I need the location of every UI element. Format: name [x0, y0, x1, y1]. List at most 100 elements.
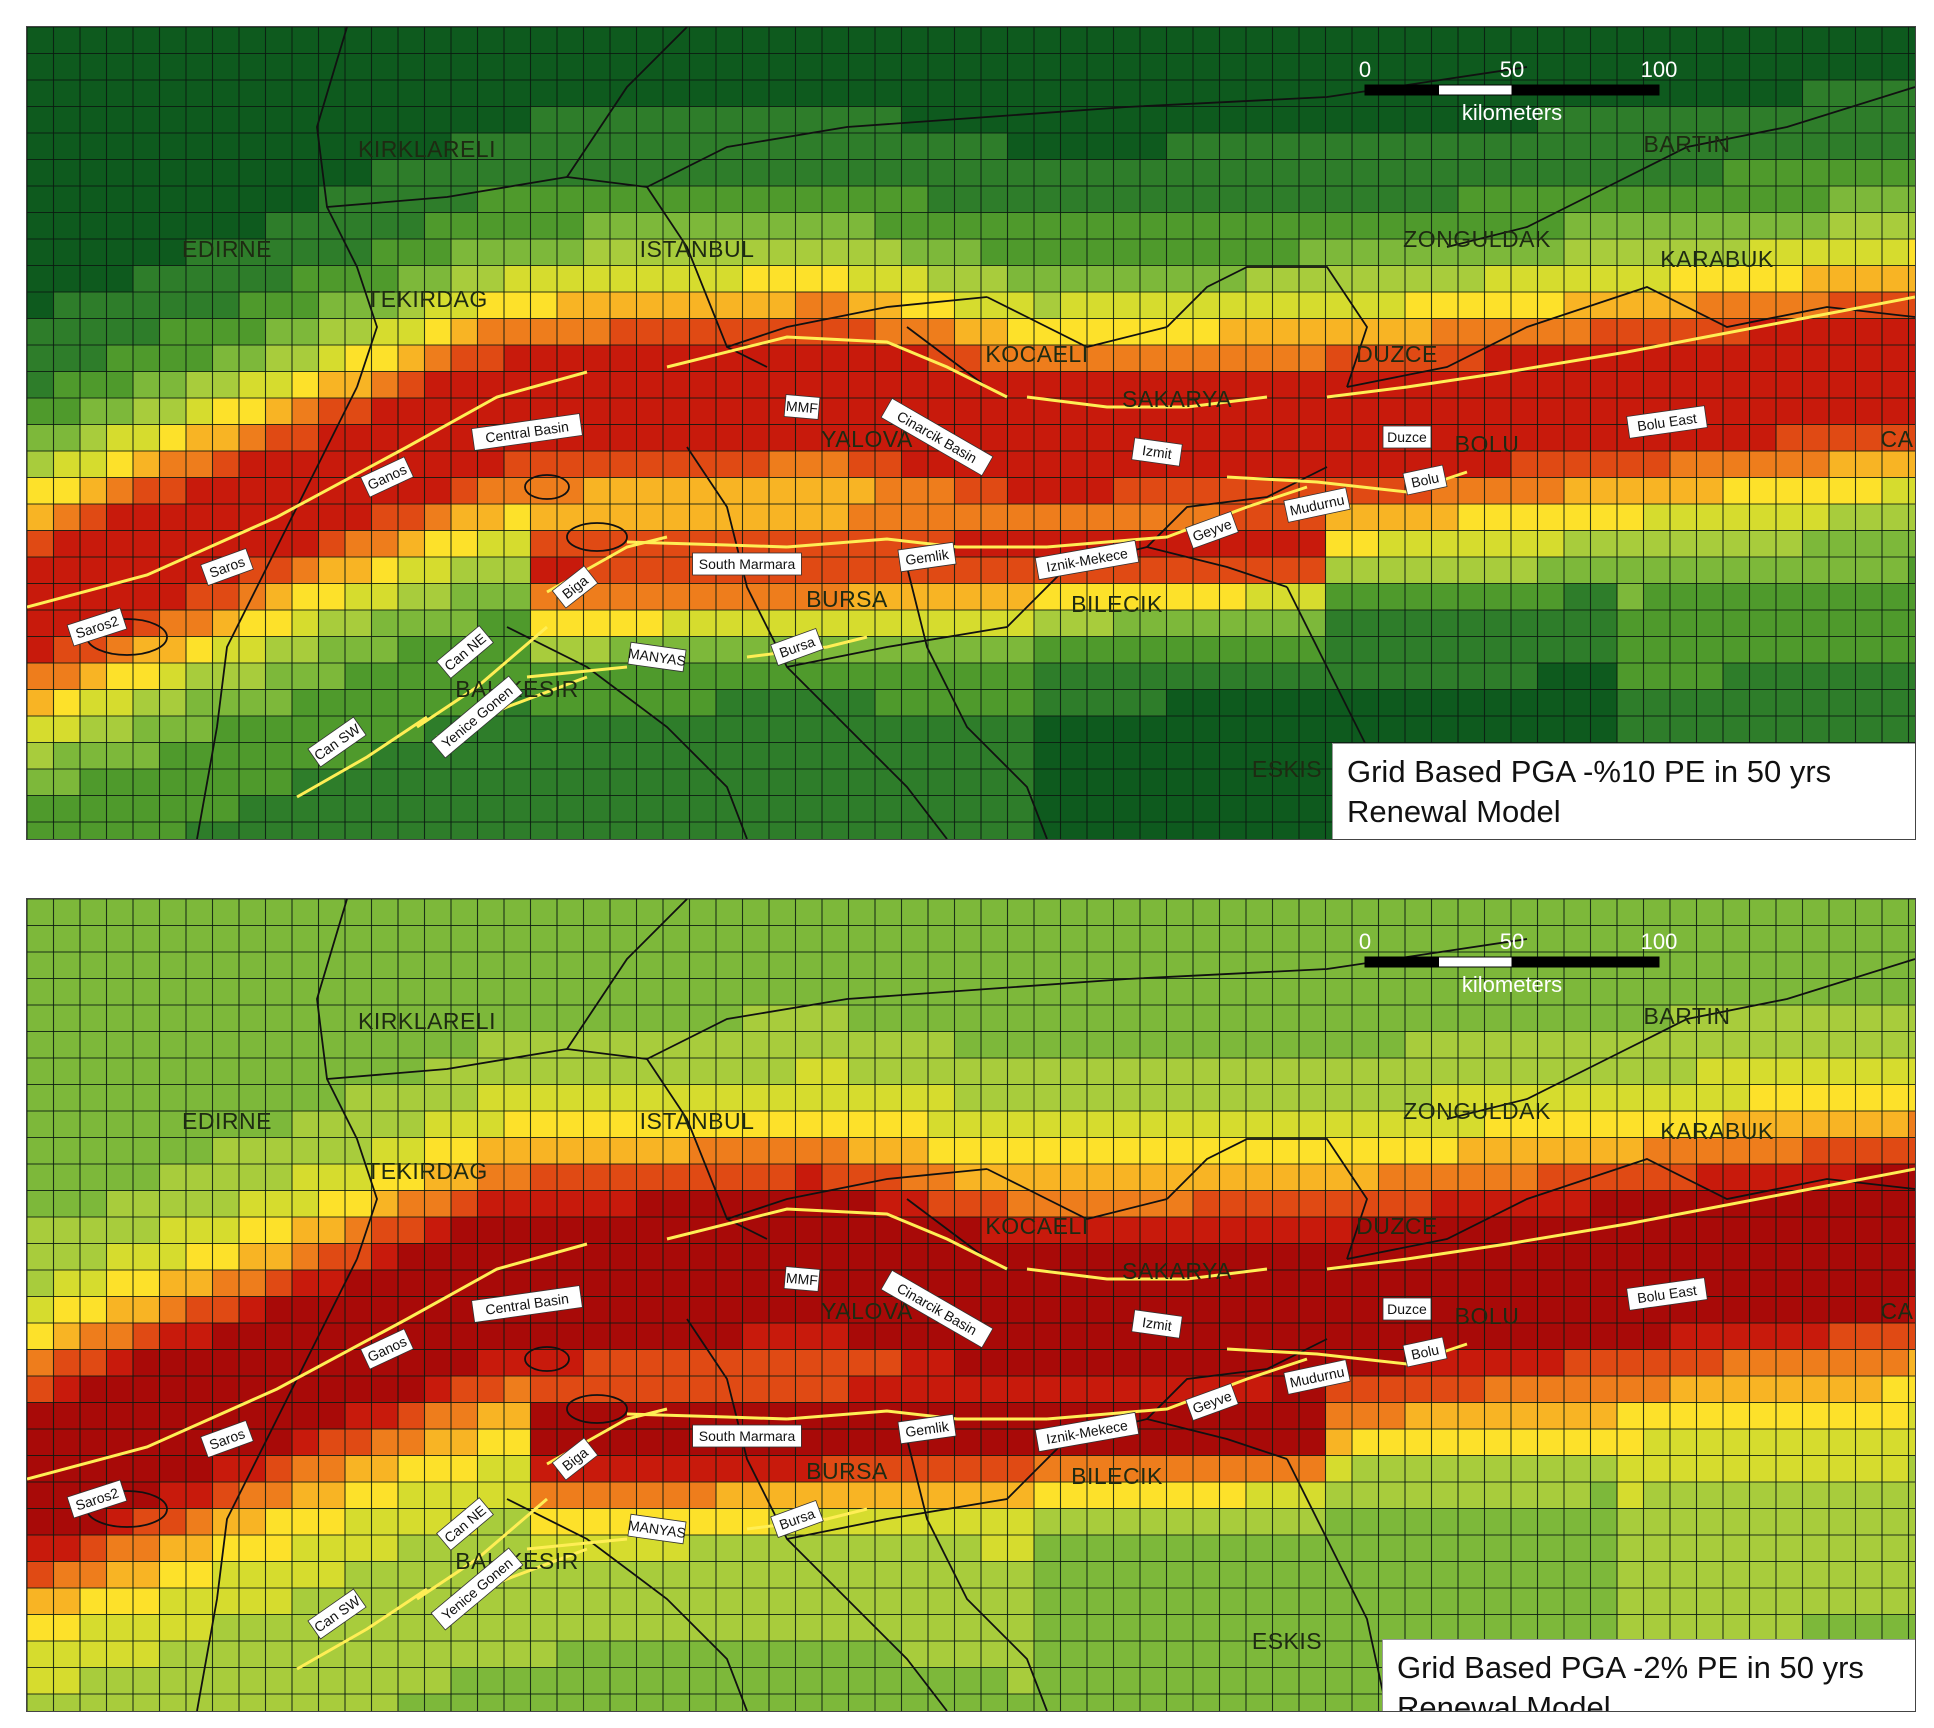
hazard-cell — [848, 1349, 876, 1377]
hazard-cell — [1643, 1482, 1671, 1509]
hazard-cell — [1670, 1455, 1697, 1483]
hazard-cell — [53, 1535, 81, 1562]
scale-segment — [1511, 84, 1660, 96]
hazard-cell — [239, 265, 266, 293]
hazard-cell — [663, 424, 690, 452]
hazard-cell — [1246, 1296, 1273, 1324]
hazard-cell — [1537, 1323, 1565, 1350]
hazard-cell — [583, 1482, 611, 1509]
hazard-cell — [265, 1614, 293, 1642]
hazard-cell — [1431, 1402, 1459, 1430]
hazard-cell — [1458, 292, 1485, 319]
hazard-cell — [27, 186, 54, 213]
hazard-cell — [583, 504, 611, 531]
hazard-cell — [981, 1270, 1008, 1297]
hazard-cell — [1034, 899, 1061, 926]
hazard-cell — [106, 345, 134, 372]
hazard-cell — [1590, 398, 1618, 425]
hazard-cell — [928, 1667, 955, 1695]
hazard-cell — [583, 610, 611, 637]
hazard-cell — [636, 424, 664, 452]
hazard-cell — [371, 769, 399, 796]
province-boundary — [196, 1258, 358, 1711]
hazard-cell — [292, 424, 319, 452]
hazard-cell — [371, 1376, 399, 1403]
hazard-cell — [265, 159, 293, 187]
hazard-cell — [1272, 212, 1300, 240]
hazard-cell — [53, 557, 81, 584]
hazard-cell — [1696, 1402, 1724, 1430]
hazard-cell — [371, 371, 399, 399]
hazard-cell — [901, 371, 929, 399]
hazard-cell — [424, 1323, 452, 1350]
hazard-cell — [1696, 1296, 1724, 1324]
hazard-cell — [292, 530, 319, 558]
hazard-cell — [928, 1084, 955, 1112]
hazard-cell — [1749, 1455, 1777, 1483]
hazard-cell — [1272, 1243, 1300, 1271]
hazard-cell — [742, 239, 770, 266]
legend-title: Grid Based PGA -%10 PE in 50 yrs — [1347, 754, 1832, 789]
hazard-cell — [583, 318, 611, 346]
hazard-cell — [689, 80, 717, 107]
hazard-cell — [27, 106, 54, 134]
hazard-cell — [1140, 1508, 1167, 1536]
fault-label-box — [1626, 1277, 1708, 1311]
hazard-cell — [901, 689, 929, 717]
hazard-cell — [1617, 1137, 1644, 1165]
hazard-cell — [398, 530, 425, 558]
hazard-cell — [53, 1137, 81, 1165]
hazard-cell — [795, 1535, 823, 1562]
hazard-cell — [742, 899, 770, 926]
hazard-cell — [636, 689, 664, 717]
hazard-cell — [1511, 636, 1538, 664]
hazard-cell — [610, 1190, 637, 1218]
hazard-cell — [27, 239, 54, 266]
hazard-cell — [159, 610, 187, 637]
fault-label-box — [307, 1588, 367, 1640]
hazard-cell — [1458, 1376, 1485, 1403]
hazard-cell — [769, 477, 796, 505]
hazard-cell — [1723, 689, 1750, 717]
hazard-cell — [742, 978, 770, 1006]
hazard-cell — [1564, 1137, 1591, 1165]
hazard-cell — [186, 530, 213, 558]
hazard-cell — [1246, 27, 1273, 54]
hazard-cell — [1908, 1190, 1915, 1218]
hazard-cell — [795, 1031, 823, 1059]
hazard-cell — [1696, 80, 1724, 107]
hazard-cell — [636, 80, 664, 107]
hazard-cell — [1299, 1588, 1326, 1615]
hazard-cell — [928, 1641, 955, 1668]
hazard-cell — [1352, 925, 1379, 953]
hazard-cell — [318, 1694, 346, 1711]
hazard-cell — [583, 53, 611, 81]
hazard-cell — [1776, 371, 1803, 399]
hazard-cell — [954, 1376, 982, 1403]
province-boundary — [986, 296, 1168, 348]
hazard-cell — [239, 1190, 266, 1218]
hazard-cell — [1113, 663, 1141, 690]
province-label: ESKIS — [1252, 756, 1322, 782]
hazard-cell — [716, 53, 743, 81]
hazard-cell — [1802, 239, 1830, 266]
hazard-cell — [159, 952, 187, 979]
hazard-cell — [1776, 663, 1803, 690]
hazard-cell — [186, 265, 213, 293]
hazard-cell — [1882, 1005, 1909, 1032]
hazard-cell — [239, 1614, 266, 1642]
hazard-cell — [1007, 952, 1035, 979]
hazard-cell — [1007, 106, 1035, 134]
hazard-cell — [1034, 1694, 1061, 1711]
hazard-cell — [1431, 106, 1459, 134]
hazard-cell — [1087, 504, 1114, 531]
hazard-cell — [239, 1323, 266, 1350]
hazard-cell — [1908, 1482, 1915, 1509]
hazard-cell — [159, 1482, 187, 1509]
hazard-cell — [477, 371, 505, 399]
hazard-cell — [1219, 1482, 1247, 1509]
hazard-cell — [212, 292, 240, 319]
hazard-cell — [689, 1535, 717, 1562]
hazard-cell — [1325, 1588, 1353, 1615]
hazard-cell — [504, 451, 531, 478]
